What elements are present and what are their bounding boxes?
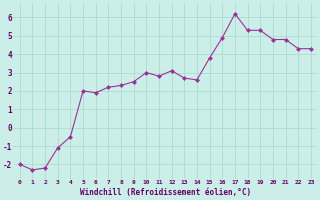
X-axis label: Windchill (Refroidissement éolien,°C): Windchill (Refroidissement éolien,°C): [80, 188, 251, 197]
